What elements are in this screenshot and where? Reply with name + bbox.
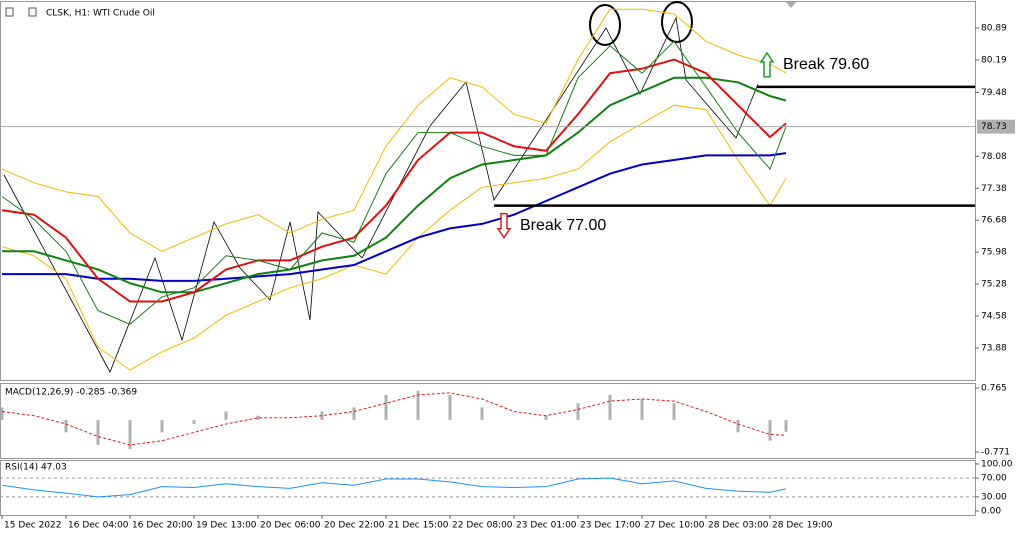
y-tick-label: 75.28	[981, 280, 1007, 290]
current-price-label: 78.73	[981, 122, 1007, 132]
series-line	[1, 58, 787, 303]
x-tick-label: 23 Dec 01:00	[516, 521, 577, 531]
x-tick-label: 16 Dec 04:00	[68, 521, 129, 531]
top-circle	[661, 1, 693, 43]
series-line	[1, 104, 787, 371]
x-tick-label: 21 Dec 15:00	[388, 521, 449, 531]
macd-bar	[192, 419, 196, 425]
top-circle	[589, 4, 621, 46]
break-label: Break 79.60	[783, 56, 869, 73]
y-tick-label: 75.98	[981, 248, 1007, 258]
y-tick-label: 77.38	[981, 184, 1007, 194]
y-tick-label: 76.68	[981, 216, 1007, 226]
macd-bar	[96, 419, 100, 445]
macd-bar	[128, 419, 132, 450]
chart-title: CLSK, H1: WTI Crude Oil	[46, 9, 155, 19]
macd-bar	[256, 415, 260, 420]
break-label: Break 77.00	[520, 217, 606, 234]
macd-bar	[416, 390, 420, 420]
macd-bar	[608, 394, 612, 420]
rsi-title: RSI(14) 47.03	[5, 463, 67, 473]
menu-icon	[28, 7, 37, 17]
x-tick-label: 20 Dec 22:00	[324, 521, 385, 531]
x-tick-label: 28 Dec 19:00	[772, 521, 833, 531]
macd-bar	[784, 419, 788, 432]
y-tick-label: 79.48	[981, 88, 1007, 98]
macd-bar	[448, 394, 452, 420]
series-line	[1, 40, 787, 325]
macd-bar	[768, 419, 772, 441]
x-tick-label: 23 Dec 17:00	[580, 521, 641, 531]
macd-bar	[352, 407, 356, 420]
y-tick-label: 74.58	[981, 312, 1007, 322]
y-tick-label: 80.19	[981, 55, 1007, 65]
zigzag	[3, 16, 759, 373]
main-panel	[0, 1, 976, 381]
y-tick-label: 0.00	[981, 507, 1001, 517]
x-tick-label: 27 Dec 10:00	[644, 521, 705, 531]
break-arrow	[496, 212, 512, 239]
macd-bar	[576, 403, 580, 420]
macd-bar	[384, 394, 388, 420]
series-line	[2, 152, 787, 282]
macd-bar	[736, 419, 740, 433]
y-tick-label: 78.08	[981, 152, 1007, 162]
y-tick-label: -0.771	[981, 448, 1010, 458]
x-tick-label: 19 Dec 13:00	[196, 521, 257, 531]
x-tick-label: 16 Dec 20:00	[132, 521, 193, 531]
x-tick-label: 28 Dec 03:00	[708, 521, 769, 531]
macd-bar	[160, 419, 164, 433]
macd-bar	[64, 419, 68, 433]
series-line	[1, 477, 787, 498]
series-line	[1, 392, 787, 446]
break-arrow	[759, 51, 775, 78]
macd-bar	[640, 399, 644, 420]
x-tick-label: 15 Dec 2022	[4, 521, 62, 531]
series-line	[2, 76, 787, 294]
x-tick-label: 22 Dec 08:00	[452, 521, 513, 531]
y-tick-label: 80.89	[981, 24, 1007, 34]
x-tick-label: 20 Dec 06:00	[260, 521, 321, 531]
y-tick-label: 0.765	[981, 384, 1007, 394]
macd-bar	[224, 411, 228, 420]
rsi-panel	[0, 460, 976, 516]
macd-bar	[672, 403, 676, 420]
macd-panel	[0, 383, 976, 459]
macd-title: MACD(12,26,9) -0.285 -0.369	[5, 388, 137, 398]
y-tick-label: 73.88	[981, 344, 1007, 354]
macd-bar	[544, 415, 548, 420]
shift-marker	[786, 2, 796, 8]
y-tick-label: 70.00	[981, 474, 1007, 484]
macd-bar	[0, 407, 4, 420]
series-line	[1, 8, 787, 252]
menu-icon	[5, 7, 14, 17]
y-tick-label: 100.00	[981, 460, 1013, 470]
current-price-box	[977, 119, 1015, 134]
macd-bar	[480, 407, 484, 420]
y-tick-label: 30.00	[981, 492, 1007, 502]
